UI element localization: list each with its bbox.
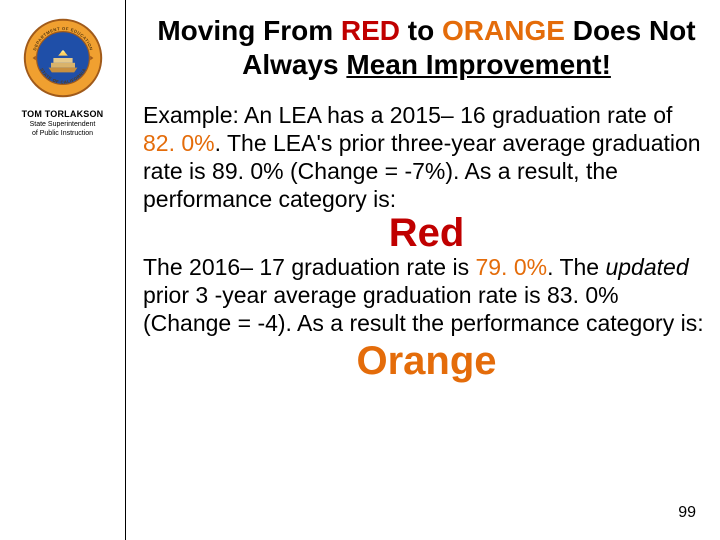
p2-rate: 79. 0% xyxy=(475,254,547,280)
slide: DEPARTMENT OF EDUCATION STATE OF CALIFOR… xyxy=(0,0,720,540)
title-red: RED xyxy=(341,15,400,46)
orange-category-label: Orange xyxy=(143,340,710,382)
author-title-line2: of Public Instruction xyxy=(22,130,104,138)
title-part1: Moving From xyxy=(157,15,341,46)
red-category-label: Red xyxy=(143,213,710,253)
paragraph-2: The 2016– 17 graduation rate is 79. 0%. … xyxy=(143,253,710,337)
state-seal-icon: DEPARTMENT OF EDUCATION STATE OF CALIFOR… xyxy=(23,18,103,98)
p1-a: Example: An LEA has a 2015– 16 graduatio… xyxy=(143,102,672,128)
title-orange: ORANGE xyxy=(442,15,565,46)
p1-b: . The LEA's prior three-year average gra… xyxy=(143,130,701,212)
author-title-line1: State Superintendent xyxy=(22,121,104,129)
paragraph-1: Example: An LEA has a 2015– 16 graduatio… xyxy=(143,101,710,213)
author-name: TOM TORLAKSON xyxy=(22,110,104,120)
sidebar: DEPARTMENT OF EDUCATION STATE OF CALIFOR… xyxy=(0,0,125,540)
main-content: Moving From RED to ORANGE Does Not Alway… xyxy=(125,0,720,540)
title-part2: to xyxy=(400,15,442,46)
p2-a: The 2016– 17 graduation rate is xyxy=(143,254,475,280)
page-number: 99 xyxy=(678,504,696,522)
p2-b: . The xyxy=(547,254,605,280)
p2-updated: updated xyxy=(605,254,688,280)
author-block: TOM TORLAKSON State Superintendent of Pu… xyxy=(22,110,104,137)
title-underline: Mean Improvement! xyxy=(346,49,611,80)
p1-rate: 82. 0% xyxy=(143,130,215,156)
slide-title: Moving From RED to ORANGE Does Not Alway… xyxy=(143,14,710,81)
p2-c: prior 3 -year average graduation rate is… xyxy=(143,282,704,336)
